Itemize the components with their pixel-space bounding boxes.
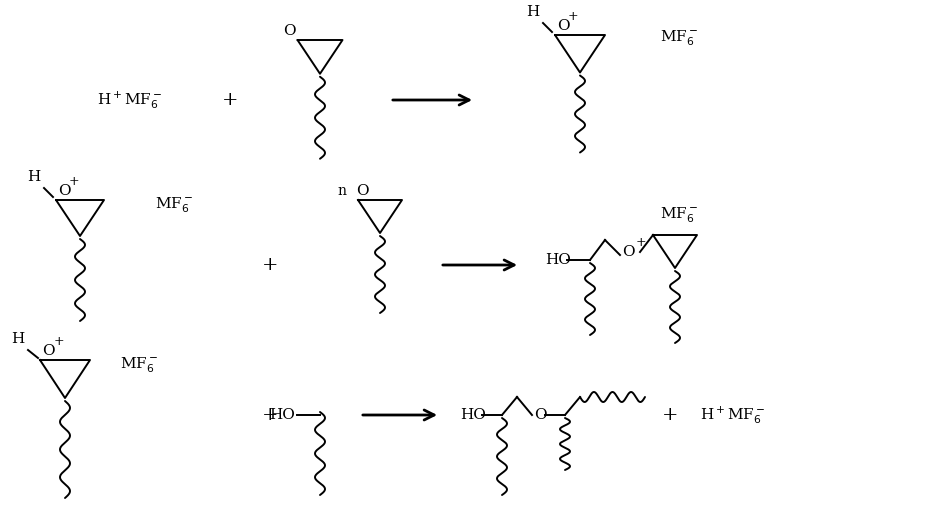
Text: n: n <box>337 184 346 198</box>
Text: HO: HO <box>545 253 571 267</box>
Text: MF$_6^-$: MF$_6^-$ <box>660 28 698 48</box>
Text: +: + <box>661 406 678 424</box>
Text: O: O <box>622 245 635 259</box>
Text: HO: HO <box>269 408 295 422</box>
Text: O: O <box>356 184 368 198</box>
Text: +: + <box>262 406 278 424</box>
Text: O: O <box>557 19 570 33</box>
Text: +: + <box>54 335 65 348</box>
Text: MF$_6^-$: MF$_6^-$ <box>660 205 698 225</box>
Text: +: + <box>69 175 80 188</box>
Text: +: + <box>262 256 278 274</box>
Text: MF$_6^-$: MF$_6^-$ <box>155 195 193 215</box>
Text: +: + <box>221 91 238 109</box>
Text: +: + <box>568 10 578 23</box>
Text: O: O <box>42 344 55 358</box>
Text: H: H <box>26 170 40 184</box>
Text: O: O <box>58 184 71 198</box>
Text: H$^+$MF$_6^-$: H$^+$MF$_6^-$ <box>97 89 163 111</box>
Text: MF$_6^-$: MF$_6^-$ <box>120 355 158 375</box>
Text: O: O <box>534 408 546 422</box>
Text: H: H <box>526 5 539 19</box>
Text: H$^+$MF$_6^-$: H$^+$MF$_6^-$ <box>700 404 765 426</box>
Text: +: + <box>636 236 646 250</box>
Text: H: H <box>10 332 24 346</box>
Text: HO: HO <box>460 408 486 422</box>
Text: O: O <box>283 24 296 38</box>
